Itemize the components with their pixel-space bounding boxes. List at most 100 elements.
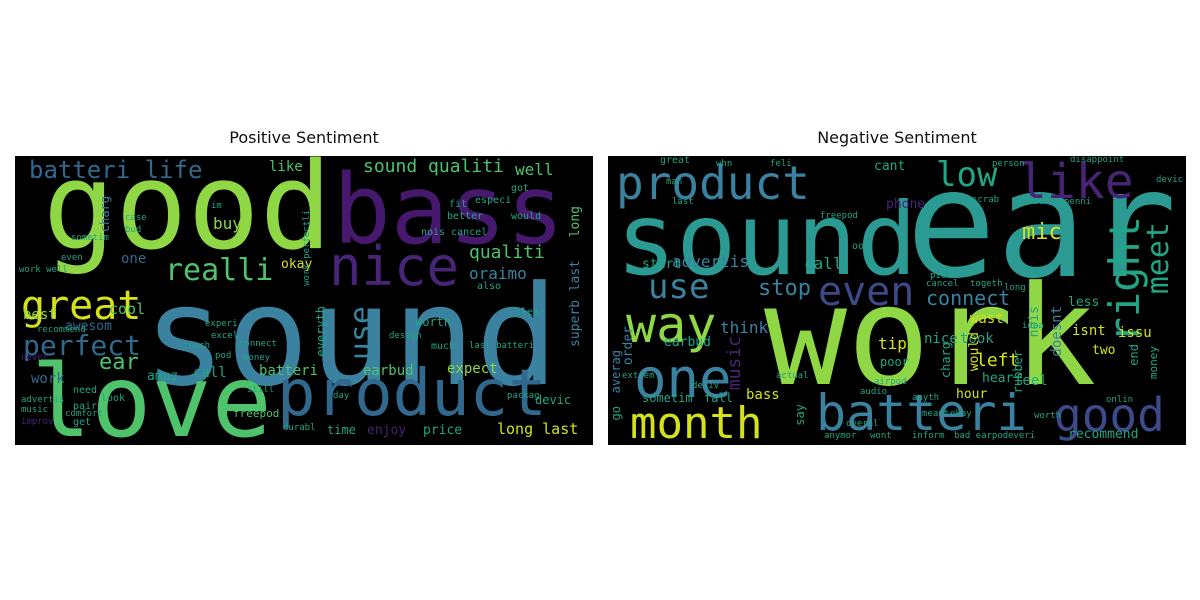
cloud-word: product [616,156,810,210]
cloud-word: feel [1014,373,1048,389]
cloud-word: good [1054,388,1165,442]
cloud-word: end [1127,344,1141,366]
cloud-word: fit [449,199,468,210]
cloud-word: buy [213,214,242,233]
cloud-word: devic [1156,175,1184,185]
cloud-word: airpod [874,377,907,387]
cloud-word: look [101,393,126,404]
cloud-word: fall [704,391,733,405]
cloud-word: would [967,332,982,372]
cloud-word: cant [874,159,906,174]
cloud-word: great [660,156,691,166]
cloud-word: tip [878,334,907,353]
cloud-word: charg [98,196,112,233]
cloud-word: sometim [642,391,693,405]
cloud-word: meet [1141,222,1176,295]
cloud-word: best [23,307,57,323]
cloud-word: advertis [672,252,750,271]
cloud-word: call [804,254,843,273]
cloud-word: would [511,211,542,222]
cloud-word: inform [912,431,945,441]
cloud-word: oraimo [469,264,527,283]
cloud-word: day [333,391,350,401]
cloud-word: cancel [926,279,959,289]
cloud-word: music [21,405,49,415]
cloud-word: like [1018,156,1134,210]
cloud-word: poor [880,355,909,369]
cloud-word: order [621,326,636,366]
cloud-word: nice [924,331,958,347]
cloud-word: sound [143,256,559,417]
cloud-word: excel [211,331,239,341]
cloud-word: better [447,211,484,222]
cloud-word: price [423,423,463,438]
cloud-word: audio [860,387,888,397]
cloud-word: less [1068,295,1100,310]
cloud-word: long [568,206,583,238]
cloud-word: last [568,260,583,292]
cloud-word: everyth [314,306,328,357]
cloud-word: sound qualiti [363,156,504,177]
cloud-word: okay [950,409,972,419]
cloud-word: scrab [972,195,1000,205]
cloud-word: way [626,296,717,354]
cloud-word: overal [846,419,879,429]
cloud-word: expect [447,361,498,377]
cloud-word: averag [609,350,623,394]
cloud-word: good [43,156,332,277]
cloud-word: sound [616,181,918,298]
cloud-word: product [277,357,547,431]
cloud-word: improv [21,417,54,427]
cloud-word: wont [870,431,892,441]
cloud-word: use [344,306,379,361]
cloud-word: long last [497,420,579,438]
cloud-word: sometim [71,233,109,243]
cloud-word: piec [930,271,952,281]
cloud-word: freepod [820,211,858,221]
cloud-word: last batteri [469,341,535,351]
cloud-word: ear [906,156,1177,312]
cloud-word: touch [183,341,211,351]
cloud-word: person [992,159,1025,169]
cloud-word: still [247,385,275,395]
negative-word-cloud: work ear sound product month batteri way… [608,156,1186,445]
cloud-word: great [21,283,142,329]
cloud-word: money [1147,346,1160,380]
cloud-word: like [269,159,303,175]
cloud-word: music [724,336,745,391]
cloud-word: qualiti [469,242,545,263]
cloud-word: connect [926,286,1011,310]
cloud-word: took [960,331,994,347]
cloud-word: call [193,365,227,381]
cloud-word: feli [770,159,792,169]
cloud-word: actual [776,371,809,381]
cloud-word: work [764,256,1097,417]
cloud-word: hear [982,371,1014,386]
positive-word-cloud: sound good bass love product nice great … [15,156,593,445]
cloud-word: meant [922,409,950,419]
cloud-word: worth [1034,411,1062,421]
cloud-word: batteri [816,384,1027,442]
left-chart-title: Positive Sentiment [229,128,379,147]
cloud-word: issu [1118,325,1152,341]
cloud-word: idea [1022,321,1044,331]
cloud-word: packag [507,391,540,401]
cloud-word: even [818,269,915,315]
cloud-word: batteri [259,363,319,379]
cloud-word: think [720,318,769,337]
cloud-word: enjoy [367,423,407,438]
cloud-word: pair [73,401,98,412]
cloud-word: bad earpod [954,431,1009,441]
cloud-word: go [609,406,623,421]
cloud-word: start [642,257,682,272]
cloud-word: deliv [692,381,720,391]
cloud-word: whn [716,159,733,169]
cloud-word: love [31,343,272,446]
cloud-word: wast [970,311,1004,327]
cloud-word: time [327,423,356,437]
cloud-word: advertis [21,395,65,405]
cloud-word: penni [1064,197,1092,207]
cloud-word: bud [125,225,142,235]
cloud-word: realli [165,253,274,288]
cloud-word: experi [205,319,238,329]
